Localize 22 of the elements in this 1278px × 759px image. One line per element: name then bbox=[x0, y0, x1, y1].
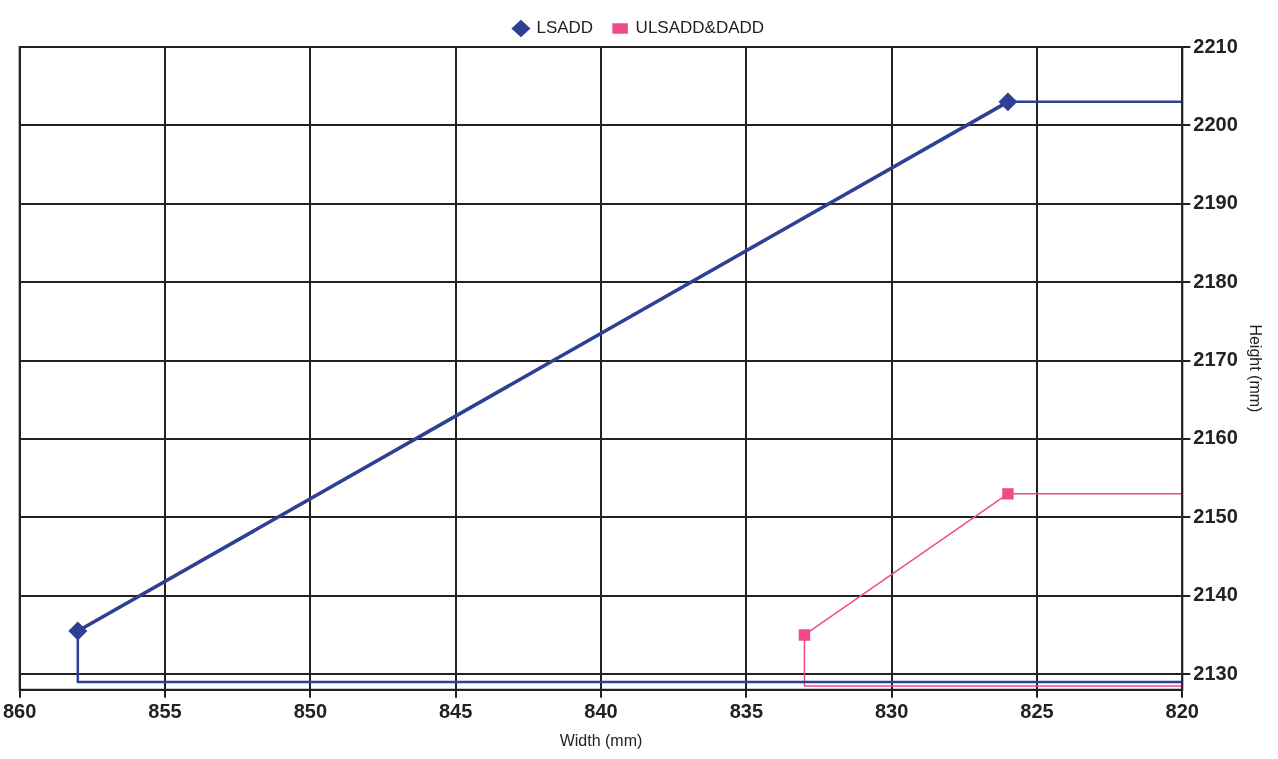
legend-label: ULSADD&DADD bbox=[635, 18, 765, 38]
y-tick-label: 2170 bbox=[1193, 348, 1238, 371]
y-tick-label: 2210 bbox=[1193, 34, 1238, 57]
y-tick-label: 2200 bbox=[1193, 112, 1238, 135]
x-tick-label: 850 bbox=[293, 700, 328, 723]
y-tick-label: 2130 bbox=[1193, 661, 1238, 684]
x-tick-label: 825 bbox=[1020, 700, 1054, 723]
y-tick-label: 2190 bbox=[1193, 191, 1238, 214]
y-tick-label: 2140 bbox=[1193, 583, 1238, 606]
x-axis-title: Width (mm) bbox=[559, 731, 643, 749]
x-tick-label: 830 bbox=[874, 700, 909, 723]
y-tick-label: 2150 bbox=[1193, 504, 1238, 527]
x-tick-label: 860 bbox=[3, 700, 37, 723]
y-tick-label: 2180 bbox=[1193, 269, 1238, 292]
x-tick-label: 840 bbox=[584, 700, 618, 723]
x-tick-label: 835 bbox=[729, 700, 764, 723]
legend-label: LSADD bbox=[536, 18, 594, 38]
x-tick-label: 820 bbox=[1165, 700, 1199, 723]
x-tick-label: 855 bbox=[148, 700, 182, 723]
y-axis-title: Height (mm) bbox=[1246, 324, 1264, 413]
y-tick-label: 2160 bbox=[1193, 426, 1238, 449]
x-tick-label: 845 bbox=[438, 700, 473, 723]
